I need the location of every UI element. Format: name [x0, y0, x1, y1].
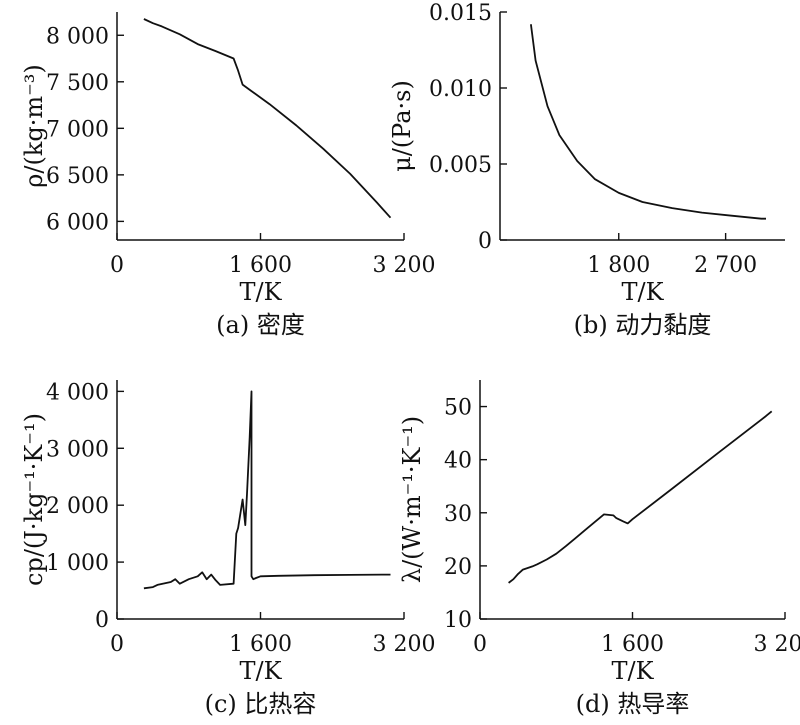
y-tick-label: 30 — [444, 502, 472, 527]
y-tick-label: 6 500 — [46, 164, 109, 189]
y-tick-label: 3 000 — [46, 437, 109, 462]
panel-caption: (c) 比热容 — [205, 690, 317, 718]
y-tick-label: 8 000 — [46, 24, 109, 49]
y-tick-label: 0.005 — [429, 153, 492, 178]
x-tick-label: 1 800 — [587, 253, 650, 278]
y-tick-label: 2 000 — [46, 494, 109, 519]
y-tick-label: 20 — [444, 555, 472, 580]
x-tick-label: 0 — [473, 632, 487, 657]
x-tick-label: 0 — [110, 253, 124, 278]
x-axis-label: T/K — [239, 657, 282, 685]
y-axis-label: ρ/(kg·m⁻³) — [20, 64, 48, 188]
x-tick-label: 0 — [110, 632, 124, 657]
y-tick-label: 7 500 — [46, 71, 109, 96]
y-tick-label: 4 000 — [46, 380, 109, 405]
data-series-line — [530, 24, 766, 220]
y-tick-label: 1 000 — [46, 551, 109, 576]
panel-d: 0 1 600 3 200 10 20 30 40 50 T/K λ/(W·m⁻¹·K⁻¹) (d)… — [398, 380, 800, 718]
x-axis-label: T/K — [239, 278, 282, 306]
panel-b: 1 800 2 700 0 0.005 0.010 0.015 T/K μ/(Pa·s) (b)… — [388, 1, 785, 339]
x-tick-label: 3 200 — [754, 632, 800, 657]
panel-c: 0 1 600 3 200 0 1 000 2 000 3 000 4 000 T/K cp/(J… — [20, 380, 435, 718]
y-tick-label: 0.010 — [429, 77, 492, 102]
panel-a: 0 1 600 3 200 6 000 6 500 7 000 7 500 8 000 T/K ρ… — [20, 12, 435, 339]
data-series-line — [143, 390, 391, 590]
data-series-line — [143, 18, 392, 219]
x-tick-label: 1 600 — [601, 632, 664, 657]
y-tick-label: 50 — [444, 396, 472, 421]
data-series-line — [508, 410, 773, 584]
y-tick-label: 0 — [95, 608, 109, 633]
panel-caption: (b) 动力黏度 — [574, 311, 712, 339]
y-tick-label: 40 — [444, 449, 472, 474]
x-tick-label: 1 600 — [229, 632, 292, 657]
y-tick-label: 0 — [478, 229, 492, 254]
y-axis-label: cp/(J·kg⁻¹·K⁻¹) — [20, 413, 48, 586]
x-tick-label: 2 700 — [694, 253, 757, 278]
y-tick-label: 0.015 — [429, 1, 492, 26]
panel-caption: (a) 密度 — [216, 311, 305, 339]
x-tick-label: 3 200 — [373, 632, 436, 657]
y-tick-label: 7 000 — [46, 117, 109, 142]
x-axis-label: T/K — [621, 278, 664, 306]
panel-caption: (d) 热导率 — [576, 690, 690, 718]
x-axis-label: T/K — [611, 657, 654, 685]
y-tick-label: 6 000 — [46, 210, 109, 235]
x-tick-label: 3 200 — [373, 253, 436, 278]
y-tick-label: 10 — [444, 608, 472, 633]
x-tick-label: 1 600 — [229, 253, 292, 278]
y-axis-label: λ/(W·m⁻¹·K⁻¹) — [398, 416, 426, 583]
y-axis-label: μ/(Pa·s) — [388, 80, 416, 172]
